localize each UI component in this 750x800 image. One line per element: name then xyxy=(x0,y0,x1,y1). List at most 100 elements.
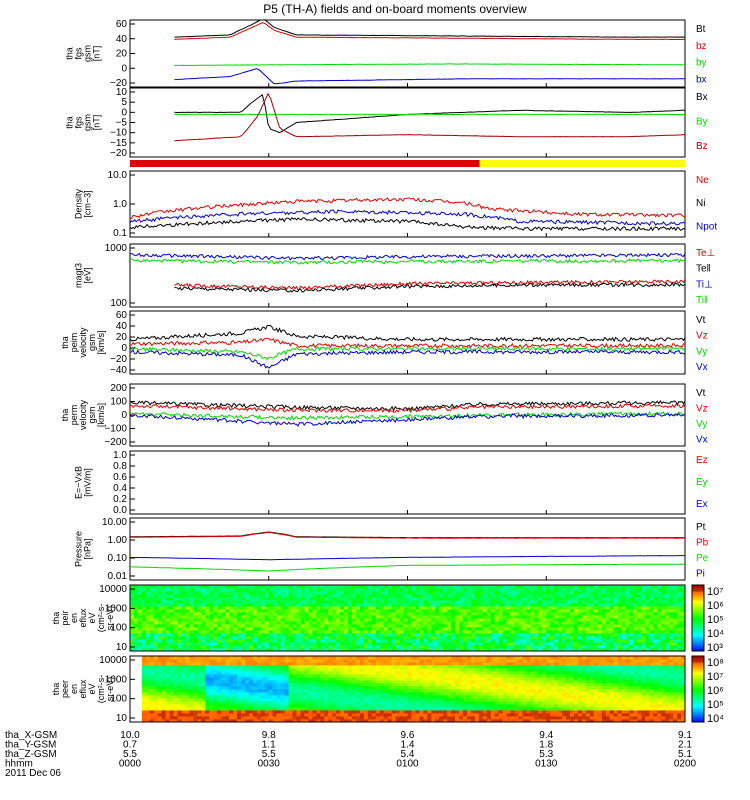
peir_spectrogram-cell xyxy=(157,624,163,628)
peer_spectrogram-cell xyxy=(209,674,214,678)
peer_spectrogram-cell xyxy=(371,674,377,678)
peir_spectrogram-cell xyxy=(375,642,381,646)
peir_spectrogram-cell xyxy=(153,648,159,652)
peer_spectrogram-cell xyxy=(383,689,389,693)
peir_spectrogram-cell xyxy=(130,624,135,628)
peir_spectrogram-cell xyxy=(451,624,456,628)
peer_spectrogram-cell xyxy=(363,698,369,702)
peir_spectrogram-cell xyxy=(363,627,369,631)
peir_spectrogram-cell xyxy=(585,600,591,604)
peir_spectrogram-cell xyxy=(201,648,206,652)
peer_spectrogram-cell xyxy=(173,677,178,681)
peir_spectrogram-cell xyxy=(332,618,337,622)
peer_spectrogram-cell xyxy=(161,707,167,711)
peir_spectrogram-cell xyxy=(221,642,226,646)
peer_spectrogram-cell xyxy=(411,680,416,684)
peir_spectrogram-cell xyxy=(427,639,432,643)
peir_spectrogram-cell xyxy=(363,609,369,613)
peir_spectrogram-cell xyxy=(209,591,214,595)
peir_spectrogram-cell xyxy=(130,612,135,616)
peir_spectrogram-cell xyxy=(375,633,381,637)
peer_spectrogram-cell xyxy=(256,704,262,708)
peer_spectrogram-cell xyxy=(205,665,210,669)
peir_spectrogram-cell xyxy=(530,603,535,607)
peir_spectrogram-cell xyxy=(617,618,622,622)
peer_spectrogram-cell xyxy=(141,665,147,669)
peer_spectrogram-cell xyxy=(149,659,155,663)
peir_spectrogram-cell xyxy=(292,600,297,604)
peir_spectrogram-cell xyxy=(439,606,444,610)
peir_spectrogram-cell xyxy=(645,618,650,622)
peir_spectrogram-cell xyxy=(145,639,151,643)
peir_spectrogram-cell xyxy=(375,615,381,619)
peer_spectrogram-cell xyxy=(367,680,373,684)
peir_spectrogram-cell xyxy=(169,600,175,604)
peir_spectrogram-cell xyxy=(324,627,329,631)
peer_spectrogram-cell xyxy=(201,695,206,699)
peir_spectrogram-cell xyxy=(558,648,563,652)
peer_spectrogram-cell xyxy=(395,656,400,660)
peir_spectrogram-cell xyxy=(185,630,190,634)
peir_spectrogram-cell xyxy=(272,621,278,625)
peir_spectrogram-cell xyxy=(570,645,575,649)
peer_spectrogram-cell xyxy=(157,677,163,681)
peer_spectrogram-cell xyxy=(276,683,282,687)
peir_spectrogram-cell xyxy=(542,612,547,616)
peer_spectrogram-cell xyxy=(284,686,289,690)
peir_spectrogram-cell xyxy=(383,603,389,607)
peer_spectrogram-cell xyxy=(217,704,222,708)
peer_spectrogram-cell xyxy=(264,713,270,717)
peer_spectrogram-cell xyxy=(256,671,262,675)
peir_spectrogram-cell xyxy=(260,612,266,616)
peir_spectrogram-cell xyxy=(367,612,373,616)
peer_spectrogram-cell xyxy=(332,704,337,708)
peir_spectrogram-cell xyxy=(177,591,182,595)
peir_spectrogram-cell xyxy=(308,585,313,589)
peer_spectrogram-cell xyxy=(300,656,305,660)
peir_spectrogram-cell xyxy=(589,588,595,592)
peir_spectrogram-cell xyxy=(597,618,603,622)
peer_spectrogram-cell xyxy=(403,692,408,696)
peir_spectrogram-cell xyxy=(681,609,686,613)
peir_spectrogram-cell xyxy=(613,597,619,601)
peir_spectrogram-cell xyxy=(284,642,289,646)
peir_spectrogram-cell xyxy=(185,636,190,640)
peir_spectrogram-cell xyxy=(653,594,658,598)
peer_spectrogram-cell xyxy=(272,683,278,687)
peer_spectrogram-cell xyxy=(221,665,226,669)
peer_spectrogram-cell xyxy=(363,662,369,666)
peir_spectrogram-cell xyxy=(526,645,531,649)
peer_spectrogram-cell xyxy=(399,683,404,687)
peir_spectrogram-cell xyxy=(653,618,658,622)
peir_spectrogram-cell xyxy=(574,612,579,616)
peir_spectrogram-cell xyxy=(229,591,234,595)
peir_spectrogram-cell xyxy=(653,597,658,601)
peir_spectrogram-cell xyxy=(320,639,325,643)
peir_spectrogram-cell xyxy=(645,591,650,595)
peer_spectrogram-cell xyxy=(244,686,250,690)
peer_spectrogram-cell xyxy=(344,710,349,714)
peer_spectrogram-cell xyxy=(237,713,242,717)
peir_spectrogram-cell xyxy=(443,597,448,601)
peer_spectrogram-cell xyxy=(431,674,436,678)
peer_spectrogram-cell xyxy=(427,713,432,717)
peer_spectrogram-cell xyxy=(252,668,258,672)
peer_spectrogram-cell xyxy=(241,668,246,672)
peer_spectrogram-cell xyxy=(359,656,365,660)
peir_spectrogram-cell xyxy=(478,612,484,616)
peer_spectrogram-cell xyxy=(375,671,381,675)
peir_spectrogram-cell xyxy=(340,588,345,592)
peir_spectrogram-cell xyxy=(681,615,686,619)
peer_spectrogram-cell xyxy=(252,674,258,678)
peir_spectrogram-cell xyxy=(443,591,448,595)
peer_spectrogram-cell xyxy=(423,689,428,693)
peir_spectrogram-colorbar-step xyxy=(692,593,704,596)
peer_spectrogram-cell xyxy=(383,695,389,699)
fgs_magnitude-ylabel: tha xyxy=(65,47,75,60)
peir_spectrogram-cell xyxy=(391,585,397,589)
peir_spectrogram-cell xyxy=(621,612,626,616)
peir_spectrogram-cell xyxy=(264,618,270,622)
peir_spectrogram-cell xyxy=(419,642,424,646)
peer_spectrogram-cell xyxy=(157,701,163,705)
